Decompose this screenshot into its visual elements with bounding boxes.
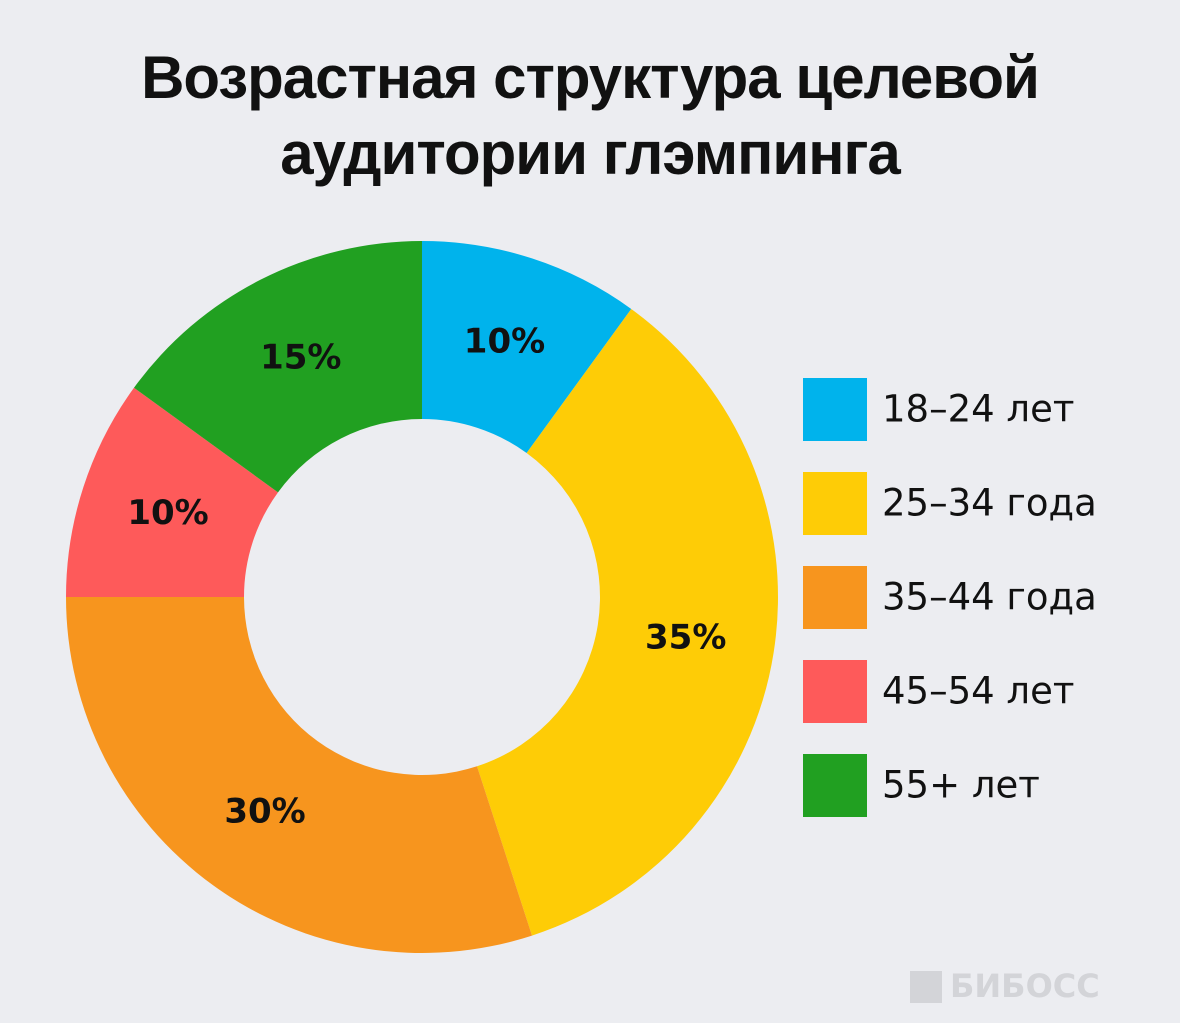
- chart-title: Возрастная структура целевой аудитории г…: [141, 44, 1040, 187]
- data-label: 35%: [645, 617, 726, 657]
- legend-swatch: [803, 754, 867, 817]
- pie-slice: [422, 241, 632, 453]
- watermark: БИБОСС: [950, 967, 1100, 1005]
- pie-slice: [66, 597, 533, 954]
- legend-swatch: [803, 566, 867, 629]
- legend-swatch: [803, 472, 867, 535]
- pie-slice: [66, 387, 278, 597]
- legend-swatch: [803, 378, 867, 441]
- data-label: 30%: [224, 792, 305, 832]
- watermark-logo: [910, 971, 942, 1003]
- legend-label: 25–34 года: [882, 482, 1097, 525]
- legend-label: 35–44 года: [882, 576, 1097, 619]
- data-label: 10%: [464, 322, 545, 362]
- data-label: 10%: [127, 493, 208, 533]
- pie-slice: [133, 241, 423, 493]
- legend-label: 45–54 лет: [882, 670, 1074, 713]
- data-label: 15%: [260, 338, 341, 378]
- legend-label: 18–24 лет: [882, 388, 1074, 431]
- legend-swatch: [803, 660, 867, 723]
- legend-label: 55+ лет: [882, 764, 1040, 807]
- pie-slice: [477, 308, 778, 936]
